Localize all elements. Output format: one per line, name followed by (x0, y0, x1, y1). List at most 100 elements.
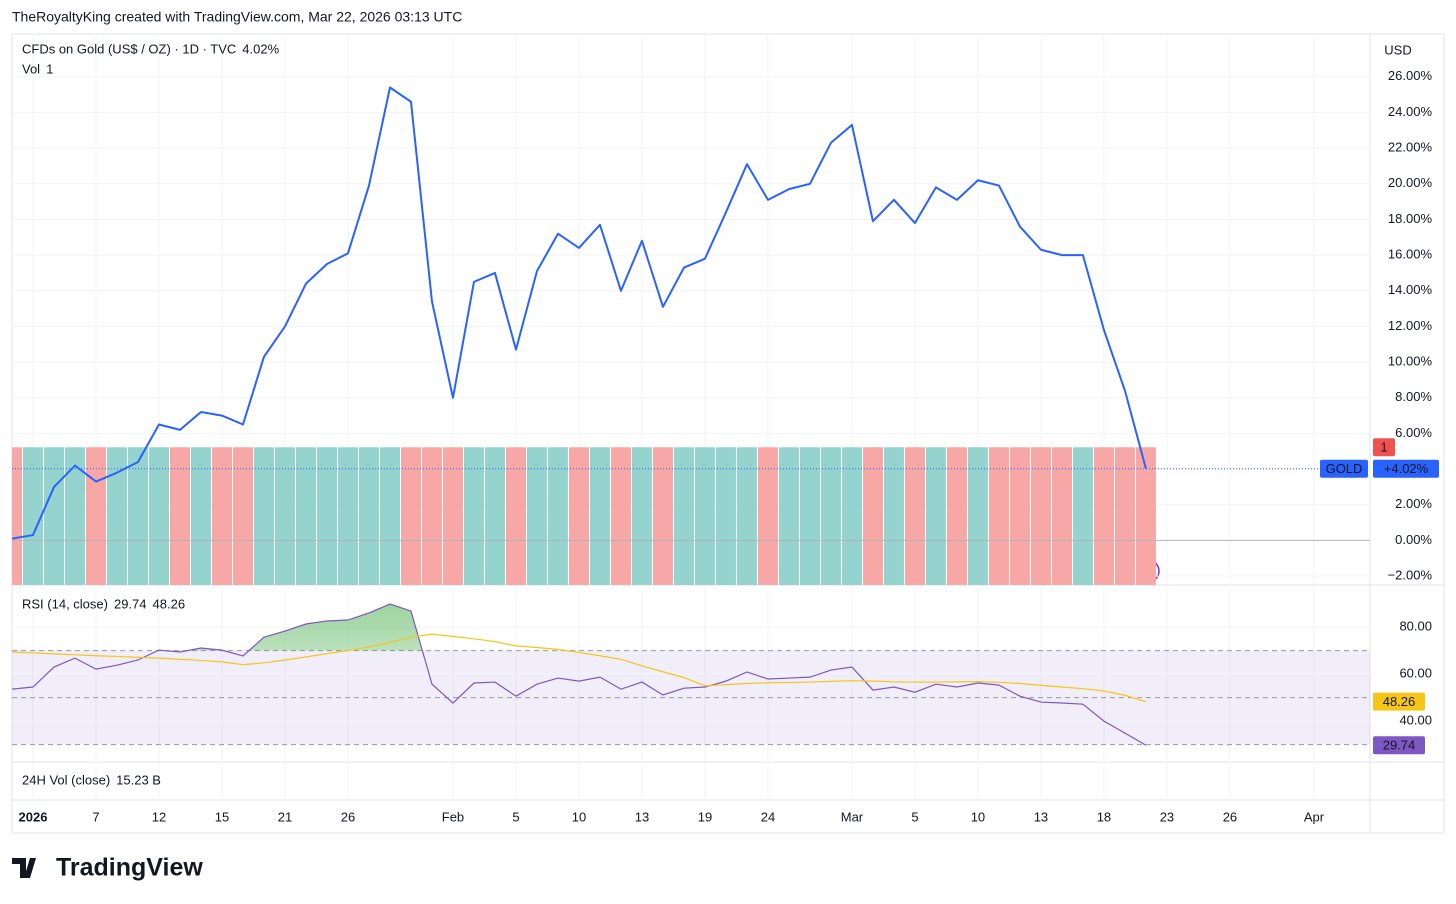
volume-bar (148, 447, 169, 585)
price-line (12, 86, 1147, 540)
x-tick-label: 15 (215, 809, 229, 824)
last-value-tag-bg (1373, 459, 1439, 478)
y-tick-label: 20.00% (1388, 175, 1433, 190)
volume-bar (547, 447, 568, 585)
volume-bar (505, 447, 526, 585)
x-tick-label: 26 (1223, 809, 1237, 824)
x-tick-label: 21 (278, 809, 292, 824)
symbol-tag: GOLD (1326, 461, 1363, 476)
legend-text: CFDs on Gold (US$ / OZ) · 1D · TVC (22, 41, 236, 56)
volume-bar (43, 447, 64, 585)
x-tick-label: 13 (1034, 809, 1048, 824)
volume-bar (1030, 447, 1051, 585)
volume-bar (799, 447, 820, 585)
y-tick-label: 6.00% (1395, 425, 1432, 440)
rsi-line (12, 603, 1147, 746)
rsi-tag-bg (1373, 692, 1425, 711)
volume-bar (106, 447, 127, 585)
legend-text: Vol (22, 61, 40, 76)
y-tick-label: 24.00% (1388, 104, 1433, 119)
grid-layer (12, 34, 1370, 800)
x-tick-label: Apr (1304, 809, 1325, 824)
volume-bar (946, 447, 967, 585)
overbought-fill (157, 604, 423, 651)
x-tick-label: 5 (512, 809, 519, 824)
volume-bar (988, 447, 1009, 585)
volume-bar (589, 447, 610, 585)
y-tick-label: 22.00% (1388, 140, 1433, 155)
rsi-line (12, 633, 1147, 703)
volume-bar (421, 447, 442, 585)
y-tick-label: 0.00% (1395, 532, 1432, 547)
volume-bar (631, 447, 652, 585)
volume-bar (736, 447, 757, 585)
legend-text: 29.74 (114, 596, 147, 611)
volume-bar (400, 447, 421, 585)
volume-tag-bg (1373, 438, 1395, 457)
x-tick-label: Feb (442, 809, 464, 824)
volume-bar (1114, 447, 1135, 585)
volume-bar (1093, 447, 1114, 585)
brand-logo (12, 858, 36, 878)
volume-bar (127, 447, 148, 585)
volume-bar (694, 447, 715, 585)
volume-bar (778, 447, 799, 585)
volume-bar (715, 447, 736, 585)
volume-bar (211, 447, 232, 585)
volume-bar (22, 447, 43, 585)
volume-tag: 1 (1380, 440, 1387, 455)
volume-bar (610, 447, 631, 585)
x-tick-label: 26 (341, 809, 355, 824)
volume-bar (190, 447, 211, 585)
volume-bar (316, 447, 337, 585)
bar-layer (12, 447, 1156, 585)
volume-bar (925, 447, 946, 585)
y-tick-label: 8.00% (1395, 389, 1432, 404)
y-tick-label: 2.00% (1395, 496, 1432, 511)
volume-bar (463, 447, 484, 585)
y-tick-label: 18.00% (1388, 211, 1433, 226)
volume-bar (379, 447, 400, 585)
last-value-tag: +4.02% (1384, 461, 1429, 476)
volume-bar (85, 447, 106, 585)
y-tick-label: 40.00 (1399, 713, 1432, 728)
volume-bar (526, 447, 547, 585)
rsi-tag-bg (1373, 736, 1425, 755)
x-tick-label: Mar (841, 809, 864, 824)
volume-bar (442, 447, 463, 585)
x-tick-label: 12 (152, 809, 166, 824)
volume-bar (64, 447, 85, 585)
rsi-tag: 48.26 (1383, 694, 1416, 709)
volume-bar (652, 447, 673, 585)
volume-bar (673, 447, 694, 585)
rsi-tag: 29.74 (1383, 738, 1416, 753)
x-tick-label: 23 (1160, 809, 1174, 824)
legend-text: 15.23 B (116, 772, 161, 787)
symbol-tag-bg (1320, 459, 1368, 478)
x-tick-label: 24 (761, 809, 775, 824)
x-tick-label: 7 (92, 809, 99, 824)
legend-text: 4.02% (242, 41, 279, 56)
volume-bar (1051, 447, 1072, 585)
legend-text: 1 (46, 61, 53, 76)
volume-bar (253, 447, 274, 585)
y-tick-label: 10.00% (1388, 354, 1433, 369)
volume-bar (169, 447, 190, 585)
volume-bar (232, 447, 253, 585)
x-tick-label: 13 (635, 809, 649, 824)
y-tick-label: 12.00% (1388, 318, 1433, 333)
plot-area (12, 34, 1370, 800)
volume-bar (904, 447, 925, 585)
volume-bar (1009, 447, 1030, 585)
x-tick-label: 5 (911, 809, 918, 824)
y-tick-label: −2.00% (1388, 568, 1433, 583)
volume-bar (274, 447, 295, 585)
volume-bar (1135, 447, 1156, 585)
volume-bar (568, 447, 589, 585)
volume-bar (841, 447, 862, 585)
x-tick-label: 19 (698, 809, 712, 824)
y-tick-label: 16.00% (1388, 247, 1433, 262)
x-tick-label: 10 (572, 809, 586, 824)
x-tick-label: 18 (1097, 809, 1111, 824)
